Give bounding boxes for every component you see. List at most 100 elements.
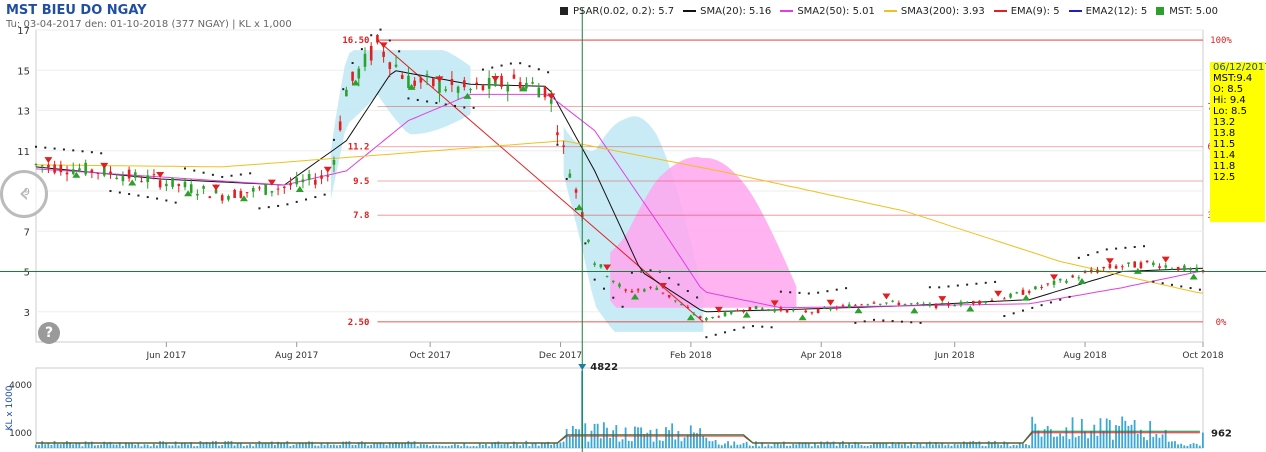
volume-bar bbox=[904, 443, 906, 448]
candle-body bbox=[667, 295, 671, 298]
volume-bar bbox=[109, 441, 112, 448]
volume-bar bbox=[62, 443, 65, 448]
psar-dot bbox=[835, 288, 838, 291]
volume-bar bbox=[81, 446, 84, 448]
candle-body bbox=[189, 184, 193, 193]
ichimoku-cloud bbox=[610, 157, 797, 308]
psar-dot bbox=[146, 196, 149, 199]
candle-body bbox=[655, 287, 659, 290]
volume-bar bbox=[329, 444, 332, 448]
volume-bar bbox=[438, 445, 441, 448]
volume-ma-line bbox=[36, 430, 1200, 444]
volume-bar bbox=[137, 443, 140, 448]
psar-dot bbox=[817, 291, 820, 294]
candle-body bbox=[345, 89, 348, 97]
volume-bar bbox=[1195, 443, 1198, 448]
volume-bar bbox=[44, 444, 47, 448]
volume-bar bbox=[38, 445, 40, 448]
candle-body bbox=[729, 310, 733, 314]
volume-bar bbox=[270, 441, 273, 448]
psar-dot bbox=[891, 320, 894, 323]
crosshair bbox=[0, 8, 1266, 452]
volume-bar bbox=[454, 444, 456, 448]
volume-bar bbox=[435, 445, 438, 448]
candle-body bbox=[1133, 261, 1137, 268]
volume-bar bbox=[547, 441, 549, 448]
psar-dot bbox=[305, 198, 308, 201]
candle-body bbox=[258, 187, 261, 189]
candle-body bbox=[903, 303, 907, 305]
sell-marker bbox=[714, 306, 723, 313]
legend-label: SMA3(200): 3.93 bbox=[900, 6, 985, 17]
volume-bar bbox=[348, 441, 351, 448]
candle-body bbox=[996, 300, 1000, 302]
sell-marker bbox=[212, 184, 221, 191]
candle-body bbox=[357, 68, 361, 79]
psar-dot bbox=[249, 172, 252, 175]
volume-bar bbox=[820, 441, 823, 448]
psar-dot bbox=[35, 145, 37, 148]
volume-bar bbox=[661, 440, 664, 448]
psar-dot bbox=[370, 34, 373, 37]
volume-bar bbox=[857, 443, 860, 448]
candle-body bbox=[351, 71, 354, 81]
psar-dot bbox=[705, 336, 708, 339]
candle-body bbox=[413, 80, 416, 86]
volume-bar bbox=[792, 443, 795, 448]
candle-body bbox=[78, 168, 81, 171]
indicator-line bbox=[36, 140, 1204, 294]
help-icon[interactable]: ? bbox=[38, 322, 60, 344]
nav-back-icon[interactable]: ‹ bbox=[0, 170, 48, 218]
volume-bar bbox=[345, 441, 348, 448]
legend-entry: PSAR(0.02, 0.2): 5.7 bbox=[560, 6, 674, 17]
x-tick-label: Aug 2017 bbox=[275, 351, 318, 361]
volume-bar bbox=[587, 441, 590, 448]
volume-bar bbox=[1087, 438, 1089, 448]
candle-body bbox=[897, 302, 901, 306]
x-tick-label: Feb 2018 bbox=[670, 351, 712, 361]
volume-bar bbox=[994, 441, 996, 448]
info-line: 12.5 bbox=[1213, 172, 1236, 183]
volume-bar bbox=[705, 437, 708, 448]
psar-dot bbox=[472, 106, 475, 109]
psar-dot bbox=[584, 242, 587, 245]
volume-bar bbox=[845, 444, 847, 448]
volume-bar bbox=[215, 441, 217, 448]
volume-bar bbox=[1074, 437, 1077, 448]
volume-bar bbox=[922, 446, 925, 448]
volume-bar bbox=[485, 443, 487, 448]
volume-bar bbox=[571, 425, 574, 448]
volume-bar bbox=[851, 444, 854, 448]
volume-bar bbox=[1186, 445, 1189, 448]
volume-bar bbox=[1202, 432, 1204, 448]
candle-body bbox=[630, 291, 634, 293]
volume-bar bbox=[655, 428, 658, 448]
volume-bar bbox=[1080, 418, 1083, 448]
volume-bar bbox=[41, 441, 44, 448]
psar-dot bbox=[612, 296, 615, 299]
volume-bar bbox=[112, 444, 115, 448]
volume-bar bbox=[196, 446, 199, 448]
volume-bar bbox=[522, 444, 525, 448]
candle-body bbox=[282, 186, 286, 189]
volume-bar bbox=[1102, 430, 1105, 448]
volume-bar bbox=[938, 444, 940, 448]
candle-body bbox=[320, 175, 323, 179]
candle-body bbox=[438, 80, 441, 93]
candle-body bbox=[65, 172, 69, 175]
fib-percent-label: 100% bbox=[1210, 36, 1232, 46]
candle-body bbox=[568, 173, 572, 178]
volume-bar bbox=[370, 444, 373, 448]
volume-bar bbox=[935, 442, 937, 448]
psar-dot bbox=[984, 281, 987, 284]
candle-body bbox=[388, 62, 392, 69]
candle-body bbox=[47, 164, 50, 168]
trade-markers bbox=[44, 42, 1198, 321]
volume-bar bbox=[544, 442, 546, 448]
candle-body bbox=[1158, 266, 1161, 268]
volume-bar bbox=[308, 441, 310, 448]
psar-dot bbox=[165, 199, 168, 202]
volume-bar bbox=[78, 442, 81, 448]
volume-bar bbox=[606, 427, 608, 448]
